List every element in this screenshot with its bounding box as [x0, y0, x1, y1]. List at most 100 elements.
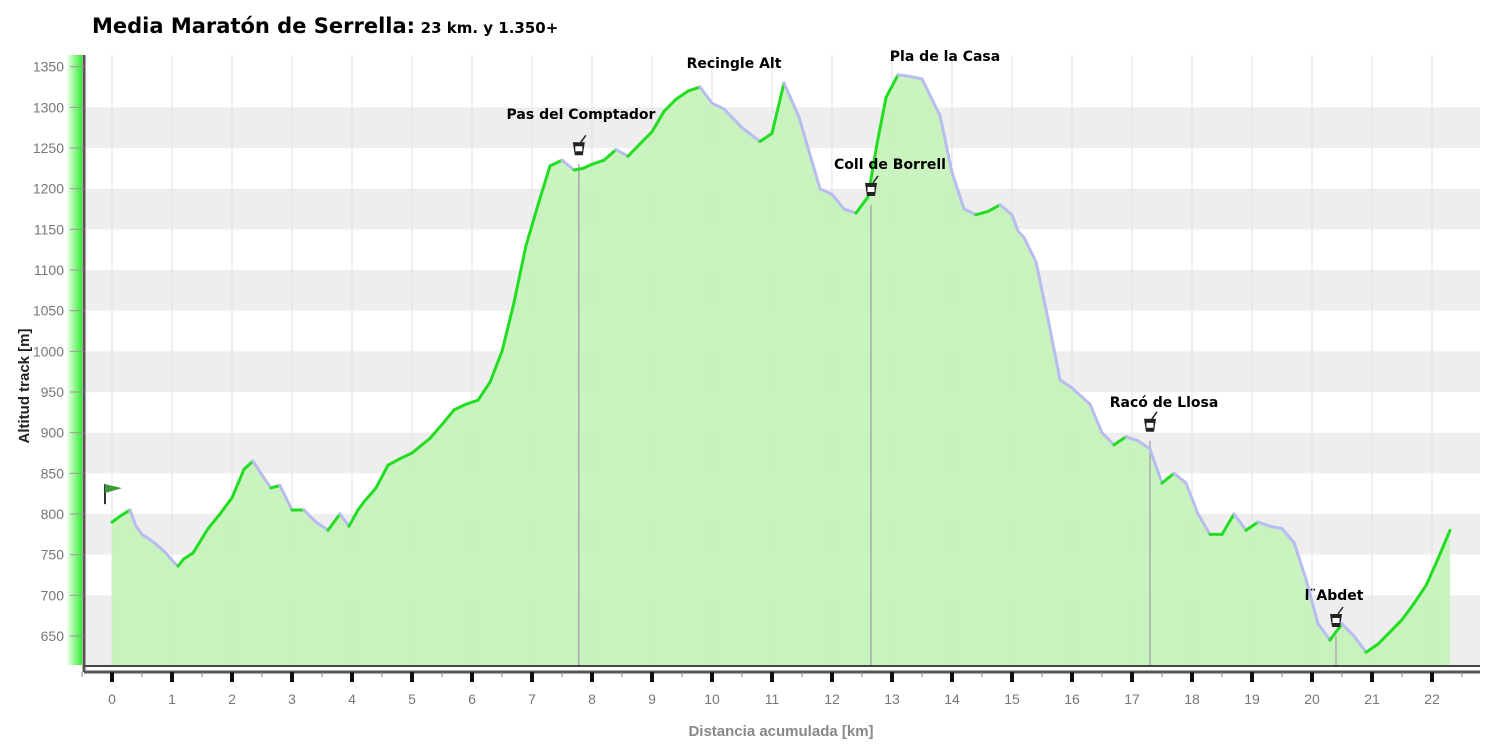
waypoint-label: Racó de Llosa — [1110, 395, 1219, 411]
x-tick-mark — [770, 672, 774, 682]
elevation-segment — [1100, 431, 1116, 447]
left-accent-bar — [66, 55, 82, 665]
x-tick-mark — [410, 672, 414, 682]
drink-label — [1146, 422, 1154, 428]
elevation-segment — [998, 203, 1014, 217]
x-tick-mark — [470, 672, 474, 682]
elevation-segment — [1010, 213, 1020, 233]
elevation-segment — [488, 349, 504, 384]
elevation-segment — [1160, 471, 1176, 485]
elevation-segment — [548, 158, 564, 168]
elevation-segment — [1034, 260, 1050, 321]
elevation-segment — [1184, 481, 1200, 516]
elevation-segment — [1172, 471, 1188, 485]
elevation-segment — [908, 74, 924, 81]
x-tick-mark — [830, 672, 834, 682]
elevation-segment — [830, 192, 846, 211]
elevation-segment — [1256, 520, 1272, 528]
chart-title-main: Media Maratón de Serrella: — [92, 14, 416, 38]
chart-subtitle: 23 km. y 1.350+ — [420, 19, 559, 37]
elevation-segment — [410, 436, 432, 455]
axes — [82, 55, 1480, 674]
drink-straw — [872, 175, 879, 184]
x-tick-mark — [1010, 672, 1014, 682]
elevation-segment — [134, 524, 144, 536]
waypoint-label: Coll de Borrell — [834, 157, 946, 173]
y-tick-label: 950 — [41, 384, 65, 400]
elevation-segment — [572, 166, 585, 172]
x-tick-label: 14 — [944, 691, 960, 707]
elevation-segment — [386, 457, 402, 467]
waypoint-label: Pas del Comptador — [507, 107, 656, 123]
waypoint-label: Recingle Alt — [687, 56, 782, 72]
elevation-segment — [200, 527, 210, 540]
drink-straw — [1337, 606, 1344, 615]
elevation-segment — [230, 467, 246, 500]
x-tick-mark — [950, 672, 954, 682]
elevation-segment — [464, 398, 480, 406]
elevation-segment — [884, 73, 900, 100]
elevation-segment — [806, 146, 822, 191]
drink-label — [1332, 618, 1340, 623]
x-tick-mark — [290, 672, 294, 682]
x-tick-mark — [1190, 672, 1194, 682]
elevation-segment — [1388, 618, 1404, 634]
elevation-segment — [110, 514, 123, 524]
elevation-segment — [182, 551, 195, 561]
elevation-segment — [590, 158, 606, 166]
elevation-segment — [164, 551, 174, 562]
elevation-segment — [242, 459, 255, 471]
elevation-segment — [626, 142, 642, 158]
elevation-segment — [581, 162, 594, 170]
elevation-segment — [1340, 622, 1356, 638]
y-tick-label: 700 — [41, 587, 65, 603]
elevation-segment — [920, 77, 942, 117]
elevation-segment — [452, 402, 468, 412]
elevation-segment — [356, 500, 366, 512]
elevation-segment — [476, 380, 492, 402]
drink-icon — [865, 175, 879, 196]
elevation-segment — [698, 85, 714, 105]
x-tick-mark — [1310, 672, 1314, 682]
elevation-segment — [176, 557, 186, 568]
x-tick-label: 17 — [1124, 691, 1140, 707]
y-axis-label: Altitud track [m] — [16, 328, 33, 443]
elevation-segment — [686, 85, 702, 93]
x-tick-mark — [170, 672, 174, 682]
elevation-segment — [1148, 447, 1164, 485]
elevation-segment — [428, 423, 444, 440]
drink-label — [575, 146, 583, 152]
y-axis-ticks: 650 700 750 800 850 900 950 1000 1050 1100 1150 120… — [33, 59, 84, 644]
drink-straw — [580, 134, 587, 143]
y-tick-label: 800 — [41, 506, 65, 522]
y-tick-label: 1300 — [33, 99, 64, 115]
elevation-segment — [374, 463, 390, 490]
x-tick-label: 12 — [824, 691, 840, 707]
y-tick-label: 1350 — [33, 59, 64, 75]
elevation-segment — [284, 496, 294, 512]
y-tick-label: 900 — [41, 425, 65, 441]
x-tick-mark — [710, 672, 714, 682]
elevation-segment — [1088, 402, 1104, 435]
x-tick-label: 5 — [408, 691, 416, 707]
elevation-segment — [314, 520, 330, 532]
elevation-segment — [536, 164, 552, 207]
x-tick-mark — [1070, 672, 1074, 682]
elevation-segment — [854, 195, 870, 215]
waypoints: Pas del Comptador Recingle Alt Coll de Bor… — [104, 49, 1364, 627]
elevation-area — [112, 74, 1450, 666]
elevation-line — [110, 73, 1452, 654]
elevation-segment — [191, 536, 204, 555]
elevation-segment — [1280, 527, 1296, 544]
x-tick-label: 9 — [648, 691, 656, 707]
y-tick-label: 1150 — [34, 221, 64, 237]
elevation-segment — [650, 109, 666, 134]
elevation-segment — [1046, 317, 1062, 382]
y-tick-label: 1100 — [34, 262, 64, 278]
elevation-segment — [896, 73, 912, 78]
x-tick-label: 3 — [288, 691, 296, 707]
elevation-segment — [638, 130, 654, 146]
x-tick-label: 4 — [348, 691, 356, 707]
x-tick-mark — [350, 672, 354, 682]
